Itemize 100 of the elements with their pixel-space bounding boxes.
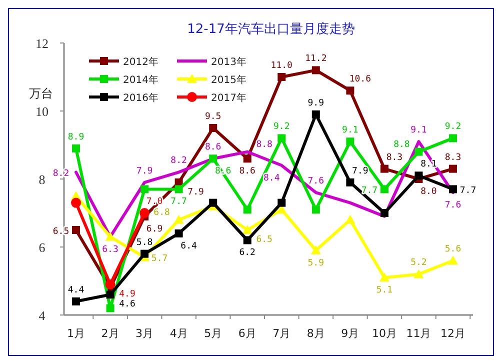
x-tick-label: 6月 xyxy=(238,327,256,340)
data-label: 4.6 xyxy=(119,300,136,310)
point xyxy=(72,144,80,152)
data-label: 9.5 xyxy=(204,112,222,122)
x-tick-label: 2月 xyxy=(101,327,120,340)
legend-label: 2014年 xyxy=(123,74,158,86)
point xyxy=(312,66,320,74)
y-tick-label: 12 xyxy=(36,36,48,51)
y-tick-label: 10 xyxy=(36,104,48,119)
data-label: 6.2 xyxy=(239,248,256,258)
data-label: 8.2 xyxy=(170,156,187,166)
data-label: 8.4 xyxy=(264,173,280,184)
legend-label: 2015年 xyxy=(211,74,246,86)
data-label: 6.8 xyxy=(154,208,170,218)
data-label: 8.3 xyxy=(386,152,403,163)
data-label: 5.7 xyxy=(151,254,168,264)
data-label: 7.9 xyxy=(188,187,204,198)
data-label: 8.8 xyxy=(394,140,410,150)
point xyxy=(278,134,286,142)
point xyxy=(209,198,218,207)
point xyxy=(71,198,81,208)
point xyxy=(72,297,80,306)
point xyxy=(140,208,150,218)
point xyxy=(449,185,457,194)
data-label: 9.9 xyxy=(308,98,324,108)
data-label: 7.7 xyxy=(170,197,187,208)
point xyxy=(242,225,252,234)
x-tick-label: 8月 xyxy=(306,327,325,340)
data-label: 5.6 xyxy=(444,244,462,255)
x-tick-label: 12月 xyxy=(440,327,466,340)
x-tick-label: 4月 xyxy=(170,327,188,340)
point xyxy=(106,290,114,299)
point xyxy=(312,206,320,214)
point xyxy=(72,226,80,234)
data-label: 9.1 xyxy=(342,126,358,136)
point xyxy=(414,172,423,180)
point xyxy=(174,185,183,194)
point xyxy=(174,229,183,238)
data-label: 11.2 xyxy=(305,54,327,64)
data-label: 9.1 xyxy=(410,126,427,136)
point xyxy=(414,148,423,156)
data-label: 6.5 xyxy=(256,235,272,245)
data-label: 7.9 xyxy=(352,166,368,176)
point xyxy=(449,164,457,173)
point xyxy=(278,73,286,81)
data-label: 8.8 xyxy=(256,140,272,150)
data-label: 6.9 xyxy=(146,224,163,234)
point xyxy=(379,272,390,282)
y-tick-label: 8 xyxy=(38,172,46,187)
data-label: 4.4 xyxy=(68,285,84,296)
data-label: 7.9 xyxy=(136,166,153,176)
point xyxy=(414,269,424,278)
data-label: 5.2 xyxy=(410,258,427,268)
data-label: 7.6 xyxy=(308,176,324,187)
data-label: 9.2 xyxy=(274,122,290,132)
point xyxy=(209,154,218,163)
data-label: 6.3 xyxy=(102,244,118,255)
legend-label: 2016年 xyxy=(123,92,158,104)
data-label: 5.8 xyxy=(136,238,153,248)
point xyxy=(243,206,252,214)
point xyxy=(209,124,218,132)
data-label: 7.7 xyxy=(361,186,378,196)
point xyxy=(346,178,354,186)
legend-label: 2012年 xyxy=(123,56,158,68)
point xyxy=(140,250,149,258)
y-axis-title: 万台 xyxy=(29,86,53,100)
data-label: 6.4 xyxy=(180,241,197,252)
data-label: 7.7 xyxy=(460,186,476,196)
x-tick-label: 5月 xyxy=(204,327,222,340)
x-tick-label: 10月 xyxy=(372,327,397,340)
legend-label: 2017年 xyxy=(211,92,246,104)
data-label: 8.9 xyxy=(68,132,84,142)
point xyxy=(174,214,184,224)
x-tick-label: 1月 xyxy=(67,327,85,340)
data-label: 6.5 xyxy=(52,227,70,237)
point xyxy=(346,138,354,146)
data-label: 9.2 xyxy=(444,122,462,132)
x-tick-label: 9月 xyxy=(341,327,360,340)
x-tick-label: 11月 xyxy=(406,327,432,340)
data-label: 11.0 xyxy=(270,61,292,71)
x-tick-label: 7月 xyxy=(272,327,291,340)
data-label: 4.9 xyxy=(119,289,136,300)
x-tick-label: 3月 xyxy=(136,327,154,340)
data-label: 8.3 xyxy=(444,152,462,163)
data-label: 7.6 xyxy=(444,200,462,211)
point xyxy=(310,245,321,254)
point xyxy=(448,256,458,265)
point xyxy=(278,198,286,207)
point xyxy=(106,304,114,312)
point xyxy=(380,185,388,194)
chart-title: 12-17年汽车出口量月度走势 xyxy=(187,21,355,37)
point xyxy=(312,110,320,118)
data-label: 8.0 xyxy=(420,187,437,197)
point xyxy=(346,86,354,95)
point xyxy=(449,134,457,142)
point xyxy=(380,209,388,217)
point xyxy=(140,185,149,194)
point xyxy=(243,154,252,163)
data-label: 5.1 xyxy=(376,286,393,296)
y-tick-label: 4 xyxy=(38,308,46,323)
